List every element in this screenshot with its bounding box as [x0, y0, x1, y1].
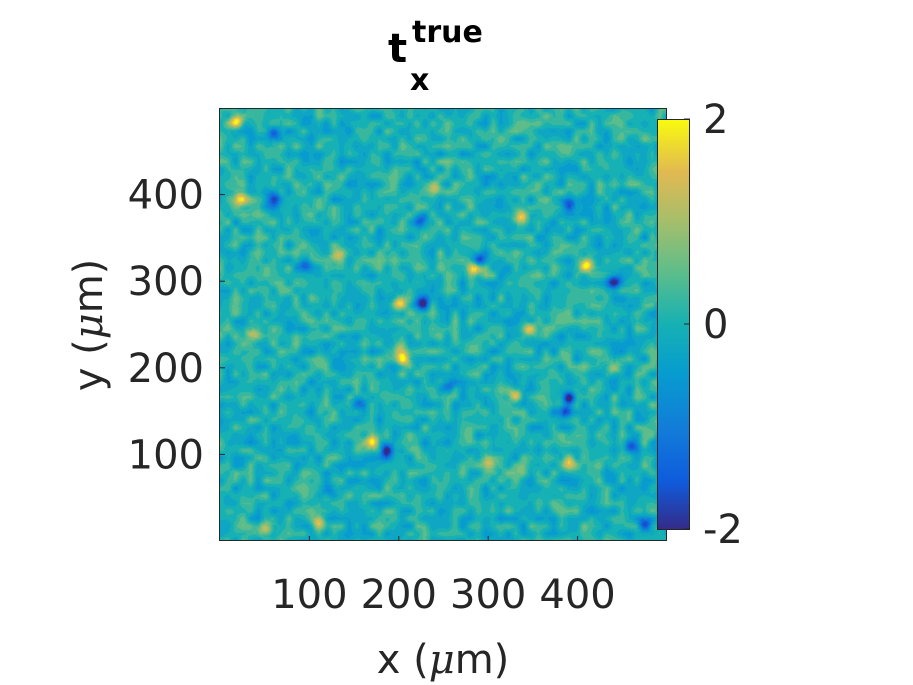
y-ticks: 100 200 300 400: [128, 173, 225, 478]
title-subscript: x: [410, 63, 429, 98]
heatmap-plot-area: 100 200 300 400 100 200 300 400: [128, 108, 667, 618]
x-ticks: 100 200 300 400: [271, 536, 616, 618]
colorbar-ticks: -2 0 2: [684, 97, 743, 553]
title-base: t: [388, 26, 407, 72]
colorbar-tick-label: -2: [703, 507, 743, 553]
x-tick-label: 200: [361, 572, 437, 618]
y-tick-label: 400: [128, 173, 204, 219]
colorbar: -2 0 2: [657, 97, 743, 553]
x-tick-label: 100: [271, 572, 347, 618]
y-tick-label: 300: [128, 259, 204, 305]
y-tick-label: 100: [128, 432, 204, 478]
x-tick-label: 300: [450, 572, 526, 618]
heatmap-image: [220, 108, 667, 541]
y-tick-label: 200: [128, 346, 204, 392]
colorbar-tick-label: 0: [703, 302, 728, 348]
x-tick-label: 400: [539, 572, 615, 618]
title-superscript: true: [412, 15, 483, 50]
chart-title: t true x: [388, 15, 483, 98]
y-axis-label: y (μm): [66, 259, 112, 392]
colorbar-tick-label: 2: [703, 97, 728, 143]
x-axis-label: x (μm): [377, 637, 510, 683]
